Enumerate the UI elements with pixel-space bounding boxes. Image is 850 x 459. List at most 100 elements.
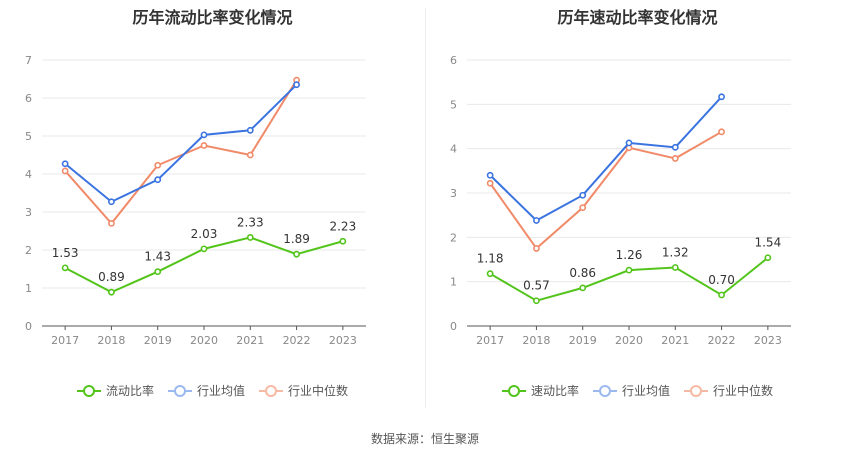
data-label: 1.54	[754, 236, 781, 250]
legend: 速动比率 行业均值 行业中位数	[425, 382, 850, 399]
data-point-current[interactable]	[625, 266, 633, 274]
legend-label: 行业均值	[621, 384, 670, 398]
legend-swatch-industry-median	[684, 384, 708, 397]
x-tick-label: 2018	[522, 334, 550, 347]
legend-swatch-quick	[501, 384, 526, 397]
data-point-current[interactable]	[108, 288, 115, 296]
legend-swatch-industry-avg	[592, 384, 617, 397]
legend-label: 流动比率	[105, 384, 154, 398]
data-point-industry_median[interactable]	[154, 161, 162, 169]
data-point-industry_avg[interactable]	[486, 171, 494, 179]
data-point-current[interactable]	[339, 237, 347, 245]
data-point-industry_avg[interactable]	[293, 81, 300, 89]
legend-label: 速动比率	[530, 384, 579, 398]
data-point-current[interactable]	[293, 250, 300, 258]
y-tick-label: 1	[450, 276, 457, 289]
data-point-industry_avg[interactable]	[154, 176, 162, 184]
data-label: 0.89	[98, 270, 125, 284]
x-tick-label: 2020	[615, 334, 643, 347]
data-source: 数据来源：恒生聚源	[370, 432, 479, 446]
data-point-current[interactable]	[671, 264, 679, 271]
y-tick-label: 4	[450, 143, 457, 156]
x-tick-label: 2020	[190, 334, 218, 347]
data-point-current[interactable]	[486, 270, 494, 278]
y-tick-label: 0	[25, 320, 32, 333]
data-point-current[interactable]	[61, 264, 69, 272]
y-tick-label: 6	[25, 92, 32, 105]
data-point-industry_median[interactable]	[200, 142, 208, 149]
series-line-industry_median	[64, 79, 298, 225]
data-point-current[interactable]	[764, 254, 772, 262]
x-tick-label: 2018	[97, 334, 125, 347]
legend-item-industry-avg[interactable]: 行业均值	[592, 382, 670, 399]
data-point-current[interactable]	[246, 234, 254, 241]
data-label: 2.33	[237, 215, 264, 229]
quick-ratio-chart: 0 1 2 3 4 5 6 2017 2018 2019 2020 2021 2022 2023 1.18 0…	[450, 54, 791, 347]
x-tick-label: 2019	[144, 334, 172, 347]
data-point-industry_median[interactable]	[671, 155, 679, 162]
y-tick-label: 3	[25, 206, 32, 219]
legend-label: 行业中位数	[713, 384, 774, 398]
legend-swatch-industry-median	[259, 384, 283, 397]
y-tick-label: 1	[25, 282, 32, 295]
panel-divider	[425, 8, 426, 408]
data-label: 1.53	[52, 246, 79, 260]
data-point-industry_avg[interactable]	[718, 93, 725, 101]
x-tick-label: 2023	[329, 334, 357, 347]
legend-item-quick[interactable]: 速动比率	[501, 382, 579, 399]
x-tick-label: 2017	[476, 334, 504, 347]
data-point-industry_avg[interactable]	[61, 160, 69, 168]
data-label: 1.18	[477, 252, 504, 266]
data-label: 0.70	[708, 273, 735, 287]
data-point-current[interactable]	[718, 291, 725, 299]
data-point-industry_median[interactable]	[579, 204, 587, 212]
y-tick-label: 2	[25, 244, 32, 257]
y-tick-label: 2	[450, 231, 457, 244]
legend: 流动比率 行业均值 行业中位数	[0, 382, 425, 399]
data-point-industry_avg[interactable]	[625, 139, 633, 147]
current-ratio-chart: 0 1 2 3 4 5 6 7 2017 2018 2019 2020 2021 2022 2023 1.53…	[25, 54, 366, 347]
data-label: 1.32	[662, 245, 689, 259]
legend-item-industry-median[interactable]: 行业中位数	[259, 382, 348, 399]
data-point-industry_median[interactable]	[486, 179, 494, 187]
legend-label: 行业中位数	[288, 384, 349, 398]
data-point-current[interactable]	[154, 268, 162, 276]
data-label: 1.89	[283, 232, 310, 246]
chart-title: 历年速动比率变化情况	[557, 8, 718, 27]
data-point-industry_avg[interactable]	[246, 126, 254, 134]
data-point-industry_median[interactable]	[61, 167, 69, 175]
x-tick-label: 2019	[569, 334, 597, 347]
y-tick-label: 5	[25, 130, 32, 143]
legend-item-industry-avg[interactable]: 行业均值	[167, 382, 245, 399]
legend-label: 行业均值	[196, 384, 245, 398]
x-tick-label: 2017	[51, 334, 79, 347]
series-line-industry_median	[489, 130, 723, 250]
legend-item-industry-median[interactable]: 行业中位数	[684, 382, 773, 399]
y-tick-label: 5	[450, 98, 457, 111]
x-tick-label: 2022	[708, 334, 736, 347]
data-point-current[interactable]	[200, 245, 208, 253]
x-tick-label: 2023	[754, 334, 782, 347]
legend-item-current[interactable]: 流动比率	[76, 382, 154, 399]
data-point-industry_avg[interactable]	[533, 217, 540, 224]
data-point-industry_median[interactable]	[533, 245, 540, 252]
data-point-industry_median[interactable]	[108, 219, 115, 227]
y-tick-label: 0	[450, 320, 457, 333]
data-point-industry_median[interactable]	[718, 128, 725, 136]
y-tick-label: 7	[25, 54, 32, 67]
data-point-industry_median[interactable]	[246, 151, 254, 159]
x-tick-label: 2021	[661, 334, 689, 347]
data-point-industry_avg[interactable]	[200, 131, 208, 139]
data-label: 0.57	[523, 279, 550, 293]
legend-swatch-current	[76, 384, 101, 397]
data-label: 1.43	[144, 250, 171, 264]
quick-ratio-panel: 历年速动比率变化情况 0 1 2 3 4 5 6 2017 2018 2019 2020 2021 20…	[425, 0, 850, 420]
data-point-current[interactable]	[533, 297, 540, 305]
data-point-industry_avg[interactable]	[671, 143, 679, 151]
current-ratio-panel: 历年流动比率变化情况 0 1 2 3 4 5 6 7 2017 2018 2019 2020 2021 2…	[0, 0, 425, 420]
data-point-current[interactable]	[579, 284, 587, 292]
data-label: 2.03	[191, 227, 218, 241]
data-point-industry_avg[interactable]	[108, 198, 115, 206]
data-point-industry_avg[interactable]	[579, 191, 587, 199]
data-label: 1.26	[616, 248, 643, 262]
